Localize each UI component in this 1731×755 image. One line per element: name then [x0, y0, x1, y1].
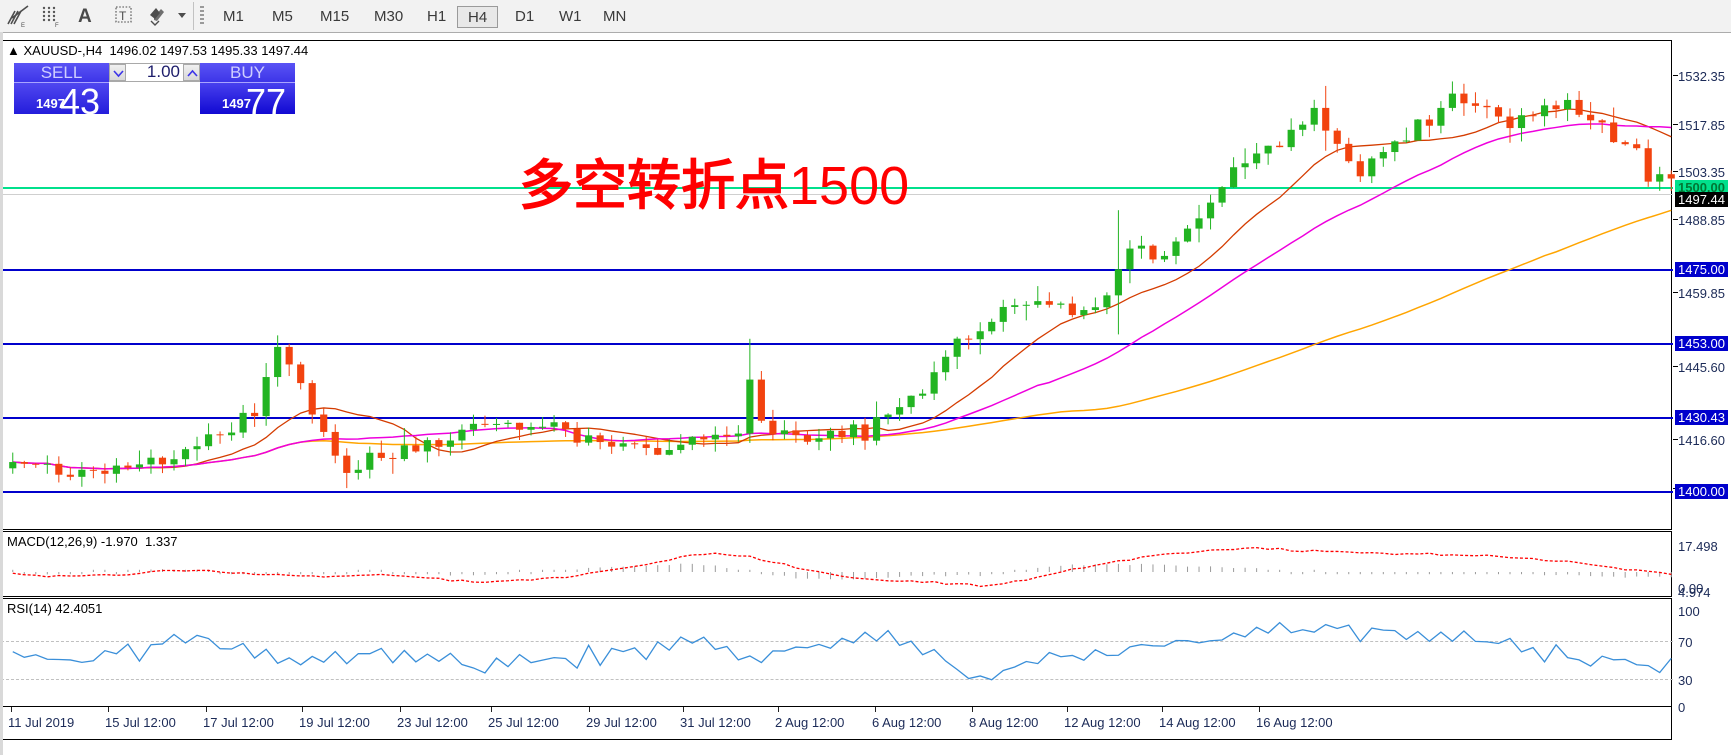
svg-text:F: F: [55, 23, 59, 28]
svg-text:E: E: [21, 23, 25, 28]
svg-text:T: T: [119, 9, 127, 23]
